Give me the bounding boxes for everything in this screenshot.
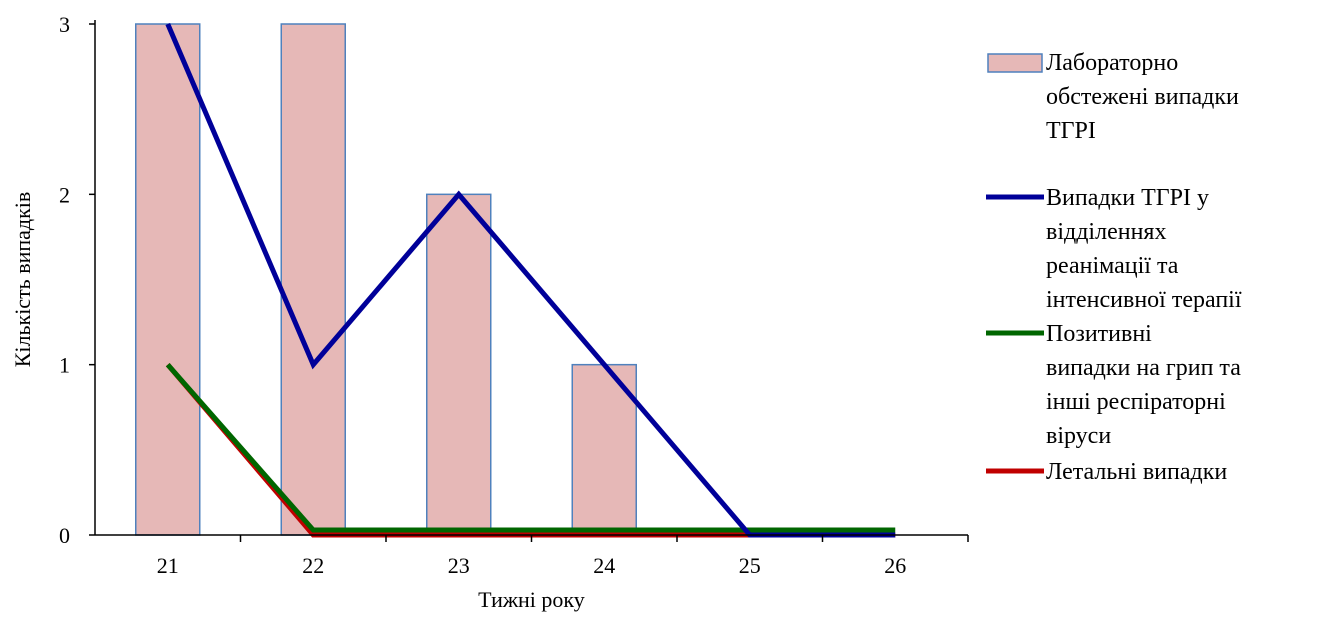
legend-swatch	[987, 53, 1043, 73]
bar-22	[280, 23, 346, 536]
legend-item: Летальні випадки	[986, 459, 1227, 485]
x-tick-label: 25	[739, 553, 761, 578]
y-tick-label: 3	[59, 12, 70, 37]
x-axis-title: Тижні року	[478, 587, 585, 612]
y-tick-label: 0	[59, 523, 70, 548]
x-tick-label: 23	[448, 553, 470, 578]
legend-label-line: обстежені випадки	[1046, 84, 1239, 110]
series-line-2	[165, 363, 896, 533]
legend-label-line: Випадки ТГРІ у	[1046, 185, 1209, 211]
legend-label-line: інші респіраторні	[1046, 389, 1226, 415]
legend-label-line: випадки на грип та	[1046, 355, 1241, 381]
legend-label-line: Позитивні	[1046, 321, 1152, 347]
legend-label: Лабораторно обстежені випадки ТГРІ	[1046, 50, 1239, 144]
legend-item: Випадки ТГРІ у відділеннях реанімації та ін…	[986, 185, 1242, 313]
legend-label: Випадки ТГРІ у відділеннях реанімації та ін…	[1046, 185, 1242, 313]
x-tick-label: 21	[157, 553, 179, 578]
bar-23	[426, 193, 492, 536]
legend-label: Позитивні випадки на грип та інші респірат…	[1046, 321, 1241, 449]
legend-label-line: віруси	[1046, 423, 1111, 449]
legend-item: Лабораторно обстежені випадки ТГРІ	[987, 50, 1239, 144]
plot-area	[135, 23, 896, 538]
y-tick-label: 2	[59, 182, 70, 207]
legend-label-line: інтенсивної терапії	[1046, 287, 1242, 313]
series-line-1	[165, 23, 896, 538]
y-tick-label: 1	[59, 353, 70, 378]
series-line-3	[165, 363, 896, 538]
legend: Лабораторно обстежені випадки ТГРІ Випадки …	[986, 50, 1242, 485]
legend-label-line: реанімації та	[1046, 253, 1179, 279]
x-tick-label: 24	[593, 553, 615, 578]
legend-label-line: ТГРІ	[1046, 118, 1096, 144]
legend-label-line: відділеннях	[1046, 219, 1166, 245]
bar-21	[135, 23, 201, 536]
y-axis-title: Кількість випадків	[10, 192, 35, 368]
x-tick-label: 26	[884, 553, 906, 578]
legend-item: Позитивні випадки на грип та інші респірат…	[986, 321, 1241, 449]
legend-label-line: Лабораторно	[1046, 50, 1178, 76]
legend-label: Летальні випадки	[1046, 459, 1227, 485]
x-tick-label: 22	[302, 553, 324, 578]
legend-label-line: Летальні випадки	[1046, 459, 1227, 485]
